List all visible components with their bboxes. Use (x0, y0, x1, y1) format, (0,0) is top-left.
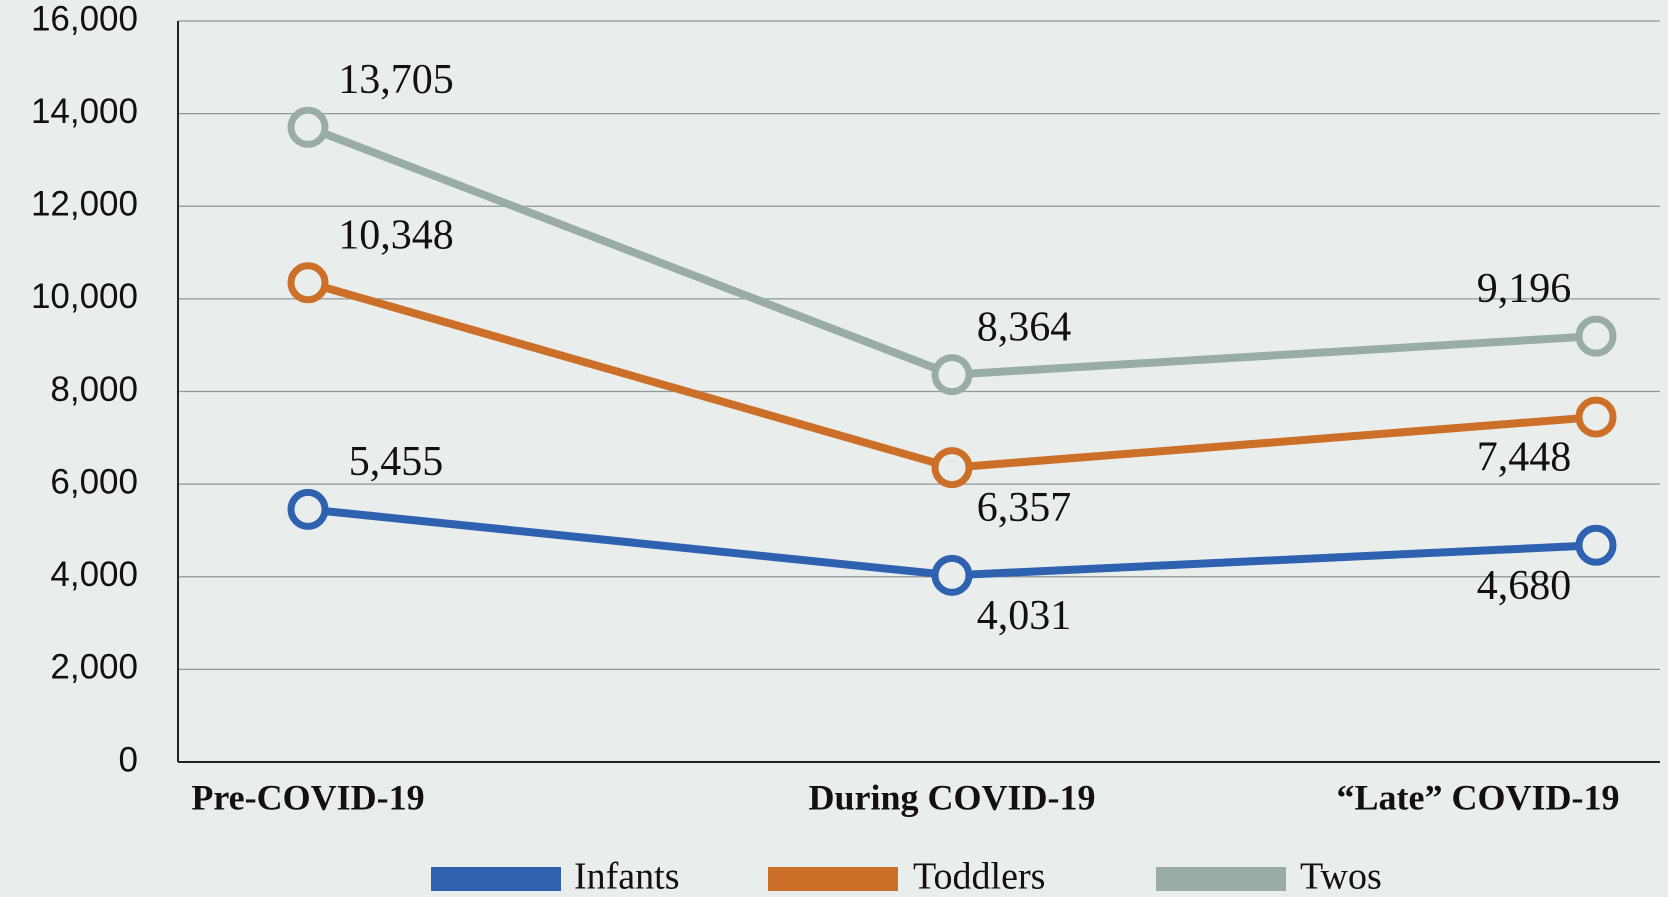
value-label: 9,196 (1477, 266, 1572, 312)
point-marker (931, 354, 973, 396)
point-marker (1575, 524, 1617, 566)
y-tick-label: 16,000 (31, 0, 138, 38)
y-tick-label: 10,000 (31, 277, 138, 316)
y-tick-label: 2,000 (50, 648, 138, 687)
y-tick-label: 12,000 (31, 185, 138, 224)
value-label: 6,357 (977, 485, 1072, 531)
value-label: 4,031 (977, 593, 1072, 639)
legend-swatch (768, 867, 898, 891)
value-label: 4,680 (1477, 563, 1572, 609)
point-marker (287, 262, 329, 304)
point-marker (931, 554, 973, 596)
point-marker (1575, 315, 1617, 357)
point-marker (287, 106, 329, 148)
point-marker (287, 488, 329, 530)
y-tick-label: 4,000 (50, 555, 138, 594)
x-tick-label: Pre-COVID-19 (191, 777, 424, 817)
x-tick-label: During COVID-19 (808, 777, 1095, 817)
y-tick-label: 0 (119, 740, 138, 779)
value-label: 7,448 (1477, 435, 1572, 481)
y-tick-label: 6,000 (50, 462, 138, 501)
value-label: 13,705 (338, 57, 454, 103)
value-label: 10,348 (338, 212, 454, 258)
y-tick-label: 8,000 (50, 370, 138, 409)
point-marker (1575, 396, 1617, 438)
y-tick-label: 14,000 (31, 92, 138, 131)
x-tick-label: “Late” COVID-19 (1337, 777, 1620, 817)
legend-swatch (431, 867, 561, 891)
value-label: 5,455 (349, 439, 444, 485)
value-label: 8,364 (977, 304, 1072, 350)
legend-label: Twos (1300, 856, 1382, 897)
legend-swatch (1156, 867, 1286, 891)
legend-label: Toddlers (913, 856, 1045, 897)
point-marker (931, 447, 973, 489)
legend-label: Infants (574, 856, 680, 897)
